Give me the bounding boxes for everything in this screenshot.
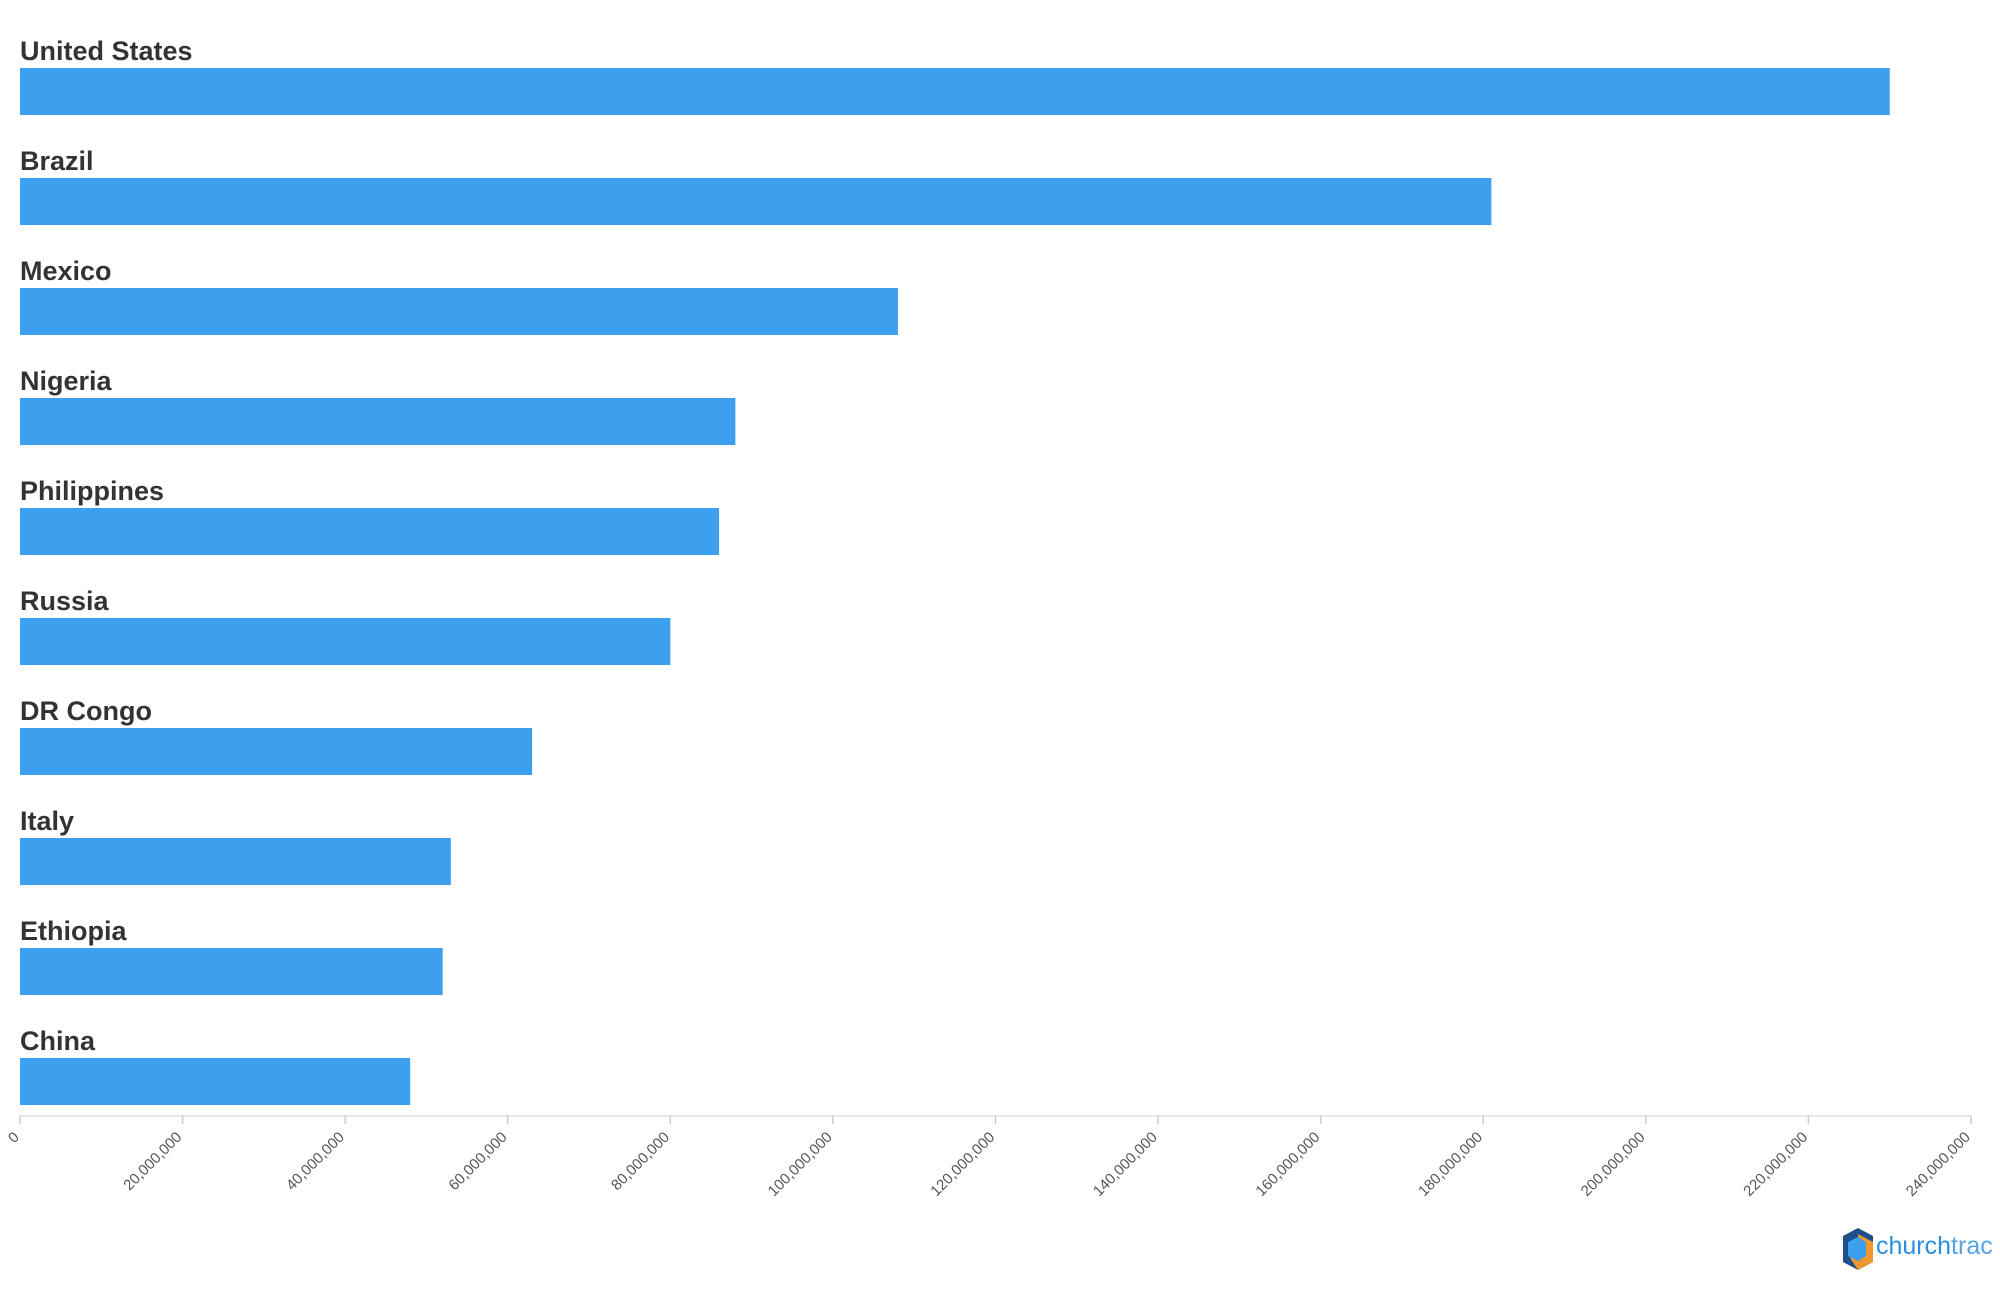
category-label: China — [20, 1026, 96, 1056]
category-label: Mexico — [20, 256, 112, 286]
x-tick-label: 0 — [5, 1129, 23, 1147]
bar — [20, 838, 451, 885]
category-label: Italy — [20, 806, 74, 836]
x-tick-label: 180,000,000 — [1415, 1129, 1486, 1200]
logo-text-1: church — [1876, 1232, 1951, 1260]
category-label: Ethiopia — [20, 916, 127, 946]
category-label: United States — [20, 36, 193, 66]
bar — [20, 948, 443, 995]
logo: churchtrac — [1843, 1228, 1993, 1270]
bar — [20, 508, 720, 555]
x-tick-label: 200,000,000 — [1578, 1129, 1649, 1200]
x-tick-label: 80,000,000 — [608, 1129, 673, 1194]
bar — [20, 178, 1492, 225]
logo-icon-center — [1848, 1237, 1866, 1261]
category-label: Philippines — [20, 476, 164, 506]
bar — [20, 288, 898, 335]
bar — [20, 68, 1890, 115]
category-label: DR Congo — [20, 696, 152, 726]
x-tick-label: 160,000,000 — [1252, 1129, 1323, 1200]
x-tick-label: 220,000,000 — [1740, 1129, 1811, 1200]
x-tick-label: 40,000,000 — [283, 1129, 348, 1194]
bar — [20, 398, 736, 445]
x-tick-label: 140,000,000 — [1090, 1129, 1161, 1200]
category-label: Brazil — [20, 146, 94, 176]
x-tick-label: 100,000,000 — [765, 1129, 836, 1200]
x-tick-label: 20,000,000 — [120, 1129, 185, 1194]
category-label: Russia — [20, 586, 110, 616]
x-tick-label: 60,000,000 — [445, 1129, 510, 1194]
x-tick-label: 240,000,000 — [1903, 1129, 1974, 1200]
logo-text: churchtrac — [1876, 1232, 1993, 1260]
bar — [20, 728, 533, 775]
x-tick-label: 120,000,000 — [927, 1129, 998, 1200]
category-label: Nigeria — [20, 366, 113, 396]
logo-text-2: trac — [1951, 1232, 1993, 1260]
bar — [20, 618, 671, 665]
bar — [20, 1058, 411, 1105]
